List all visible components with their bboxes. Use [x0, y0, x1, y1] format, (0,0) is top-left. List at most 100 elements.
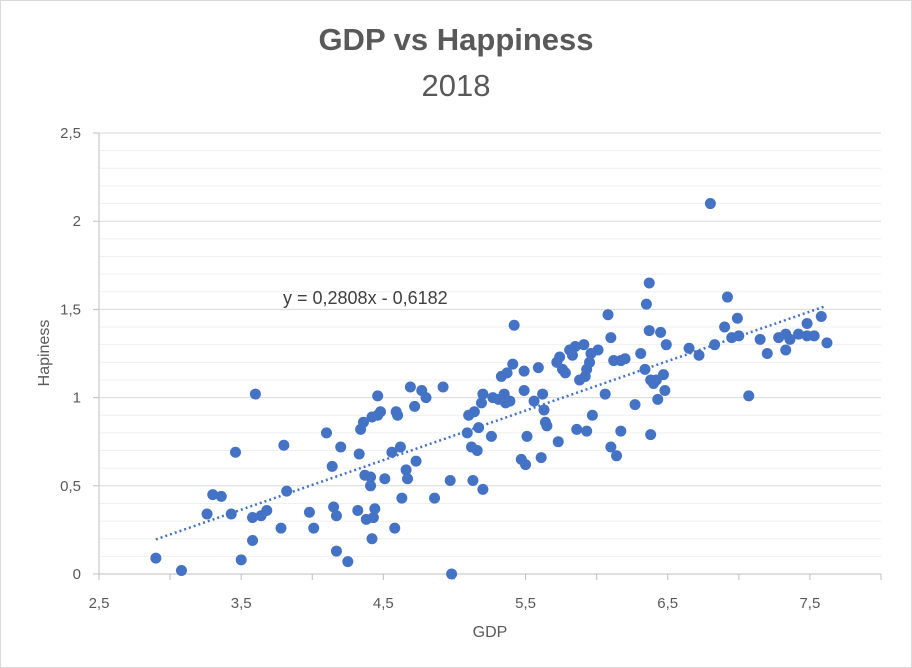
data-point: [328, 501, 340, 513]
data-point: [281, 485, 293, 497]
data-point: [566, 349, 578, 361]
data-point: [640, 298, 652, 310]
data-point: [471, 445, 483, 457]
tick-labels: 2,5 3,5 4,5 5,5 6,5 7,5 0 0,5 1 1,5 2 2,5: [60, 125, 820, 612]
data-point: [815, 310, 827, 322]
data-point: [278, 439, 290, 451]
data-point: [404, 381, 416, 393]
data-point: [150, 552, 162, 564]
data-point: [379, 473, 391, 485]
data-point: [375, 406, 387, 418]
y-tick-label: 0,5: [60, 478, 81, 495]
y-tick-label: 2: [73, 213, 81, 230]
data-point: [581, 425, 593, 437]
data-point: [704, 198, 716, 210]
data-point: [780, 344, 792, 356]
data-point: [537, 388, 549, 400]
data-point: [389, 522, 401, 534]
x-axis-label: GDP: [473, 624, 508, 641]
data-point: [611, 450, 623, 462]
data-point: [693, 349, 705, 361]
data-point: [629, 399, 641, 411]
data-point: [235, 554, 247, 566]
data-point: [652, 393, 664, 405]
data-point: [215, 490, 227, 502]
data-point: [352, 504, 364, 516]
data-point: [538, 404, 550, 416]
data-point: [247, 512, 259, 524]
data-point: [615, 425, 627, 437]
data-point: [461, 427, 473, 439]
data-point: [619, 353, 631, 365]
data-point: [369, 503, 381, 515]
data-point: [396, 492, 408, 504]
data-point: [743, 390, 755, 402]
data-point: [357, 416, 369, 428]
data-point: [592, 344, 604, 356]
y-tick-label: 2,5: [60, 125, 81, 142]
data-point: [335, 441, 347, 453]
data-point: [761, 348, 773, 359]
data-point: [507, 358, 519, 370]
data-point: [655, 326, 667, 338]
x-tick-label: 6,5: [657, 595, 678, 612]
data-point: [559, 367, 571, 379]
data-point: [247, 534, 259, 546]
data-point: [353, 448, 365, 460]
data-point: [643, 277, 655, 289]
data-point: [602, 309, 614, 321]
data-point: [446, 568, 458, 580]
data-point: [330, 545, 342, 557]
data-point: [420, 392, 432, 404]
data-point: [635, 348, 647, 359]
data-point: [437, 381, 449, 393]
data-point: [518, 365, 530, 377]
y-axis-label: Hapiness: [36, 320, 53, 387]
data-point: [541, 420, 553, 432]
trendline: [155, 305, 825, 541]
data-point: [201, 508, 213, 520]
data-point: [386, 446, 398, 458]
data-point: [429, 492, 441, 504]
data-point: [645, 429, 657, 441]
y-tick-label: 1,5: [60, 301, 81, 318]
data-point: [754, 333, 766, 345]
data-point: [409, 400, 421, 412]
data-point: [657, 369, 669, 381]
data-point: [249, 388, 261, 400]
data-point: [659, 385, 671, 397]
data-point: [410, 455, 422, 467]
data-point: [303, 506, 315, 518]
data-point: [518, 385, 530, 397]
data-point: [365, 480, 377, 492]
chart-title: GDP vs Happiness: [318, 22, 594, 57]
data-point: [207, 489, 219, 501]
data-point: [709, 339, 721, 351]
data-point: [175, 564, 187, 576]
data-point: [366, 533, 378, 545]
data-point: [326, 460, 338, 472]
x-tick-label: 4,5: [373, 595, 394, 612]
x-tick-label: 2,5: [89, 595, 110, 612]
data-point: [473, 422, 485, 434]
data-point: [554, 351, 566, 363]
data-point: [229, 446, 241, 458]
data-point: [721, 291, 733, 303]
gridlines: [99, 132, 881, 557]
data-point: [475, 397, 487, 409]
trendline-group: [155, 305, 825, 541]
data-point: [320, 427, 332, 439]
data-point: [275, 522, 287, 534]
data-point: [731, 312, 743, 324]
data-point: [308, 522, 320, 534]
data-point: [733, 330, 745, 342]
data-point: [520, 459, 532, 471]
data-point: [501, 367, 513, 379]
data-point: [571, 423, 583, 435]
chart-subtitle: 2018: [421, 68, 491, 103]
data-point: [467, 475, 479, 487]
data-point: [342, 556, 354, 568]
data-point: [402, 473, 414, 485]
data-point: [261, 504, 273, 516]
data-point: [528, 395, 540, 407]
